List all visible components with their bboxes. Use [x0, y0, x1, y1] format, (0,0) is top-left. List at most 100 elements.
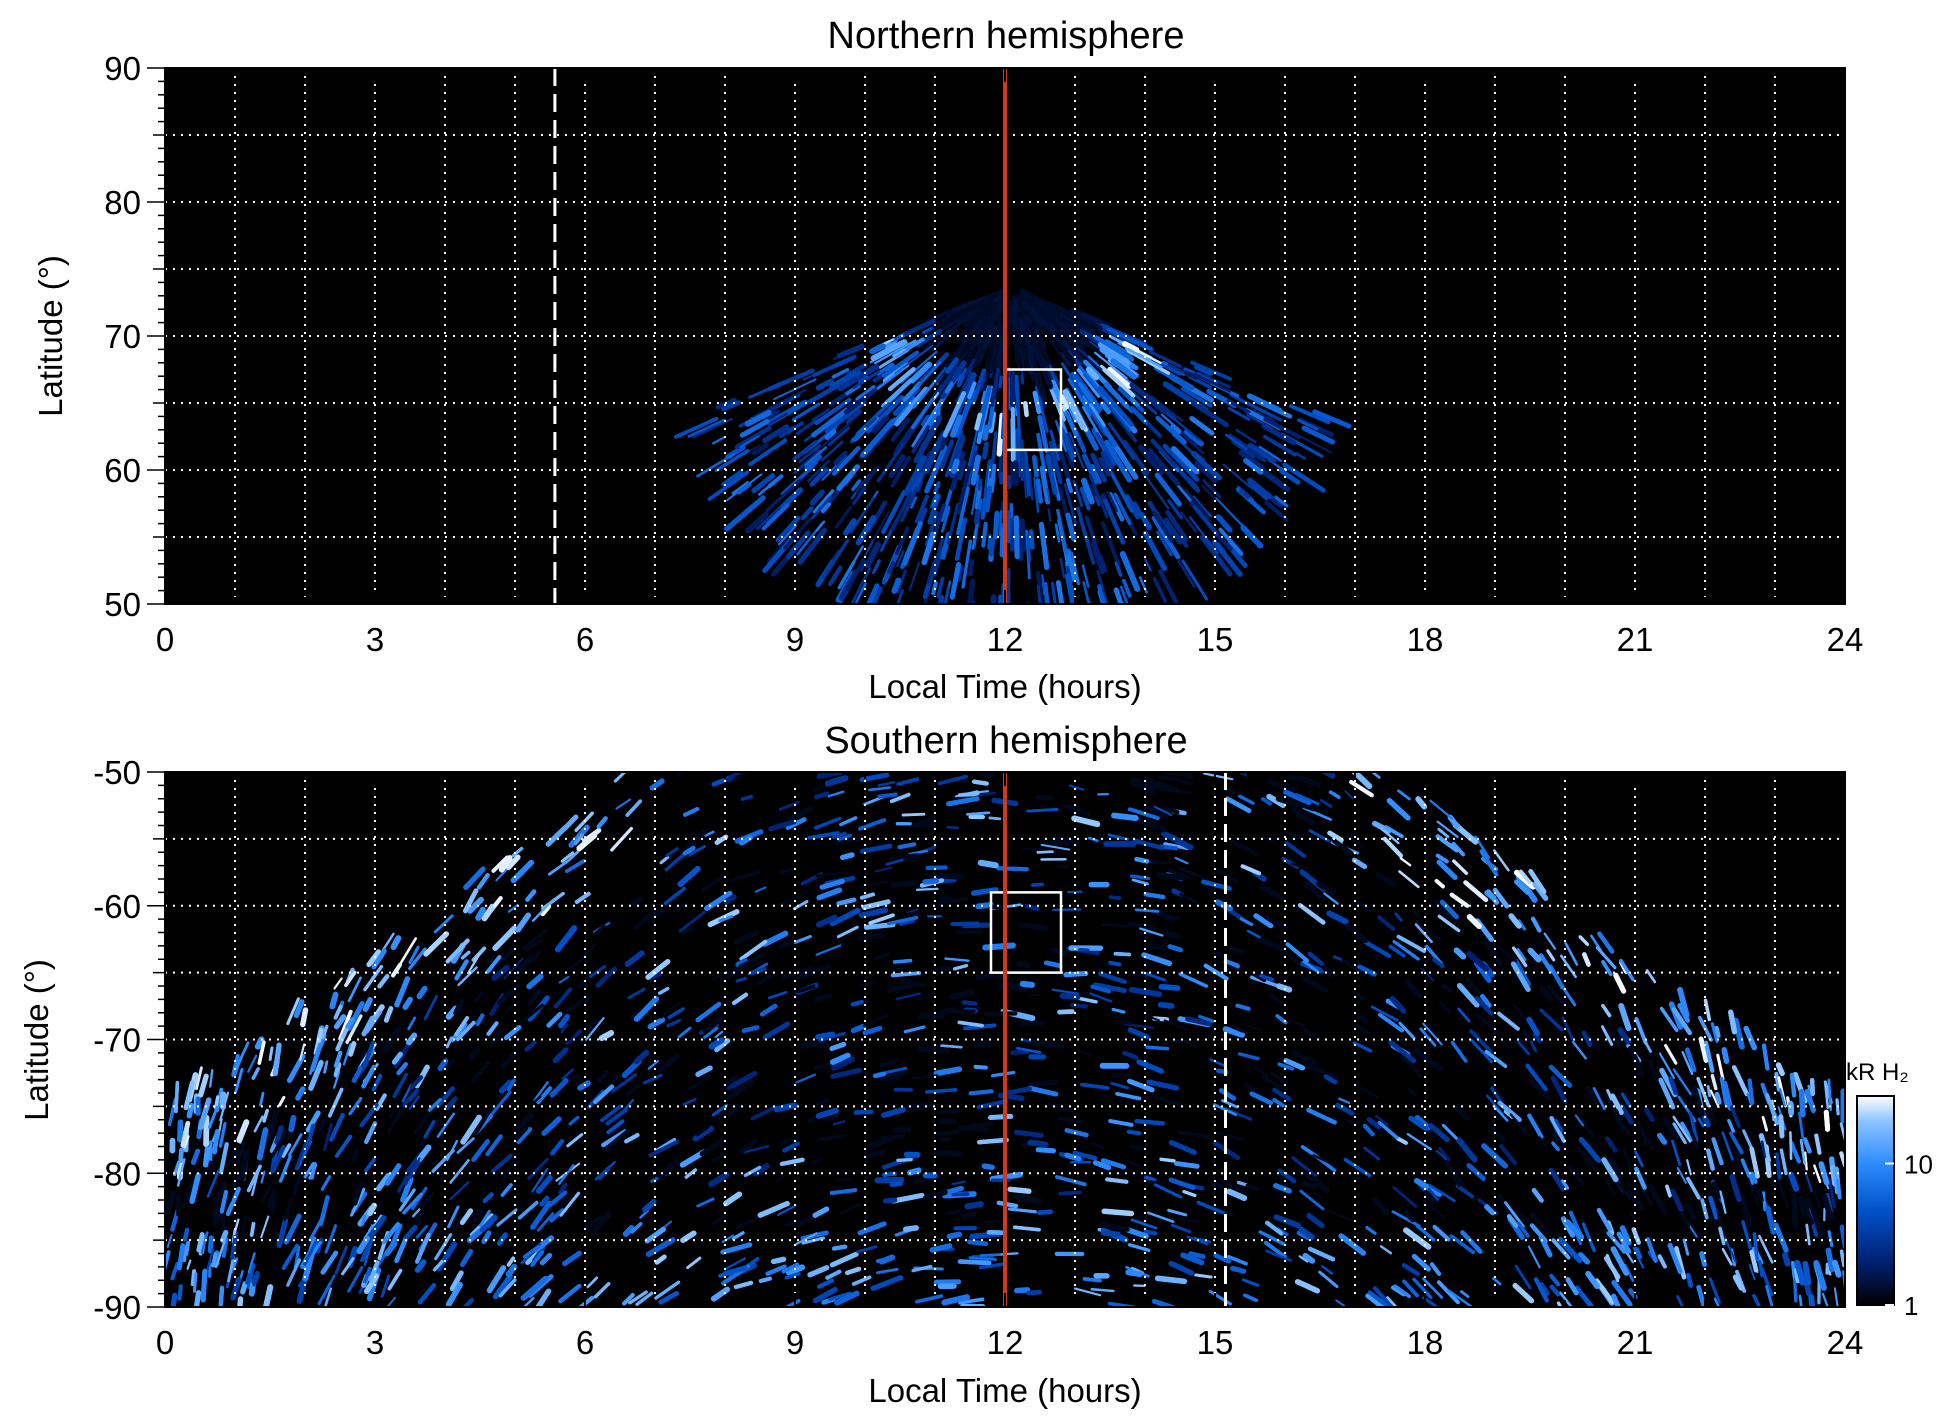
emission-streak — [1109, 470, 1134, 513]
emission-streak — [799, 964, 832, 980]
emission-streak — [1827, 1078, 1833, 1111]
emission-streak — [308, 1060, 324, 1091]
emission-streak — [613, 772, 628, 783]
emission-streak — [466, 1228, 484, 1244]
emission-streak — [1098, 971, 1127, 985]
emission-streak — [1492, 1277, 1502, 1286]
emission-streak — [1349, 779, 1374, 798]
emission-streak — [976, 1098, 1009, 1110]
emission-streak — [1065, 432, 1076, 456]
emission-streak — [1691, 1085, 1705, 1117]
emission-streak — [1716, 1053, 1725, 1081]
emission-streak — [839, 816, 858, 827]
emission-streak — [1179, 867, 1209, 881]
emission-streak — [1163, 806, 1180, 815]
emission-streak — [731, 481, 749, 495]
x-tick-label: 18 — [1407, 1324, 1444, 1361]
emission-streak — [381, 1222, 401, 1245]
emission-streak — [1167, 944, 1183, 953]
emission-streak — [1180, 1038, 1198, 1049]
emission-streak — [645, 958, 671, 980]
emission-streak — [1422, 1198, 1447, 1220]
emission-streak — [1165, 510, 1189, 542]
emission-streak — [928, 608, 937, 644]
emission-streak — [1055, 1175, 1087, 1187]
emission-streak — [739, 418, 770, 438]
emission-streak — [979, 373, 987, 389]
emission-streak — [512, 1126, 529, 1143]
emission-streak — [1110, 358, 1137, 380]
emission-streak — [1572, 1040, 1587, 1060]
emission-streak — [1548, 1167, 1566, 1192]
emission-streak — [1100, 923, 1133, 928]
emission-streak — [366, 949, 382, 968]
emission-streak — [647, 1017, 666, 1030]
emission-streak — [827, 790, 845, 798]
emission-streak — [456, 1137, 475, 1154]
emission-streak — [1241, 1278, 1260, 1287]
emission-streak — [1258, 1230, 1286, 1246]
emission-streak — [1802, 1260, 1812, 1286]
emission-streak — [812, 1206, 830, 1218]
emission-streak — [1531, 1187, 1544, 1203]
emission-streak — [813, 791, 830, 800]
emission-streak — [1384, 825, 1404, 839]
emission-streak — [648, 972, 662, 981]
emission-streak — [1401, 1262, 1420, 1276]
emission-streak — [1529, 1065, 1542, 1080]
emission-streak — [1727, 1118, 1736, 1133]
emission-streak — [837, 833, 852, 842]
emission-streak — [540, 904, 551, 917]
emission-streak — [831, 1244, 848, 1251]
emission-streak — [1090, 1142, 1105, 1149]
x-tick-label: 24 — [1827, 621, 1864, 658]
emission-streak — [896, 777, 920, 786]
emission-streak — [486, 1265, 507, 1294]
emission-streak — [1144, 1175, 1157, 1182]
emission-streak — [1215, 514, 1233, 533]
emission-streak — [781, 1262, 800, 1274]
emission-streak — [731, 1231, 745, 1241]
emission-streak — [1634, 1017, 1648, 1045]
emission-streak — [1273, 1183, 1292, 1194]
emission-streak — [768, 819, 797, 832]
emission-streak — [1161, 830, 1194, 851]
emission-streak — [1762, 1191, 1767, 1212]
emission-streak — [1154, 1183, 1183, 1199]
emission-streak — [1549, 1284, 1561, 1297]
emission-streak — [1062, 389, 1086, 431]
emission-streak — [1451, 1175, 1462, 1187]
emission-streak — [1100, 1158, 1127, 1170]
emission-streak — [956, 466, 972, 515]
emission-streak — [677, 854, 690, 864]
emission-streak — [444, 1096, 458, 1111]
emission-streak — [1456, 1137, 1478, 1163]
emission-streak — [810, 407, 849, 438]
emission-streak — [475, 906, 486, 921]
emission-streak — [445, 938, 470, 964]
emission-streak — [950, 458, 960, 474]
emission-streak — [692, 1125, 714, 1142]
emission-streak — [1402, 1279, 1419, 1298]
emission-streak — [1214, 496, 1249, 533]
emission-streak — [377, 974, 390, 989]
emission-streak — [973, 509, 981, 525]
emission-streak — [423, 931, 450, 957]
emission-streak — [363, 964, 384, 992]
emission-streak — [1269, 993, 1284, 1006]
emission-streak — [1168, 1139, 1197, 1156]
emission-streak — [321, 1024, 329, 1040]
emission-streak — [531, 1095, 542, 1105]
emission-streak — [1185, 492, 1212, 523]
emission-streak — [1676, 1295, 1685, 1307]
emission-streak — [1020, 518, 1026, 553]
emission-streak — [991, 300, 1001, 311]
emission-streak — [1703, 1040, 1715, 1073]
emission-streak — [1099, 1221, 1130, 1232]
emission-streak — [1671, 1139, 1681, 1166]
emission-streak — [1779, 1088, 1786, 1107]
emission-streak — [1765, 1205, 1777, 1235]
emission-streak — [1371, 820, 1392, 834]
emission-streak — [1414, 923, 1433, 944]
emission-streak — [1708, 1277, 1721, 1304]
